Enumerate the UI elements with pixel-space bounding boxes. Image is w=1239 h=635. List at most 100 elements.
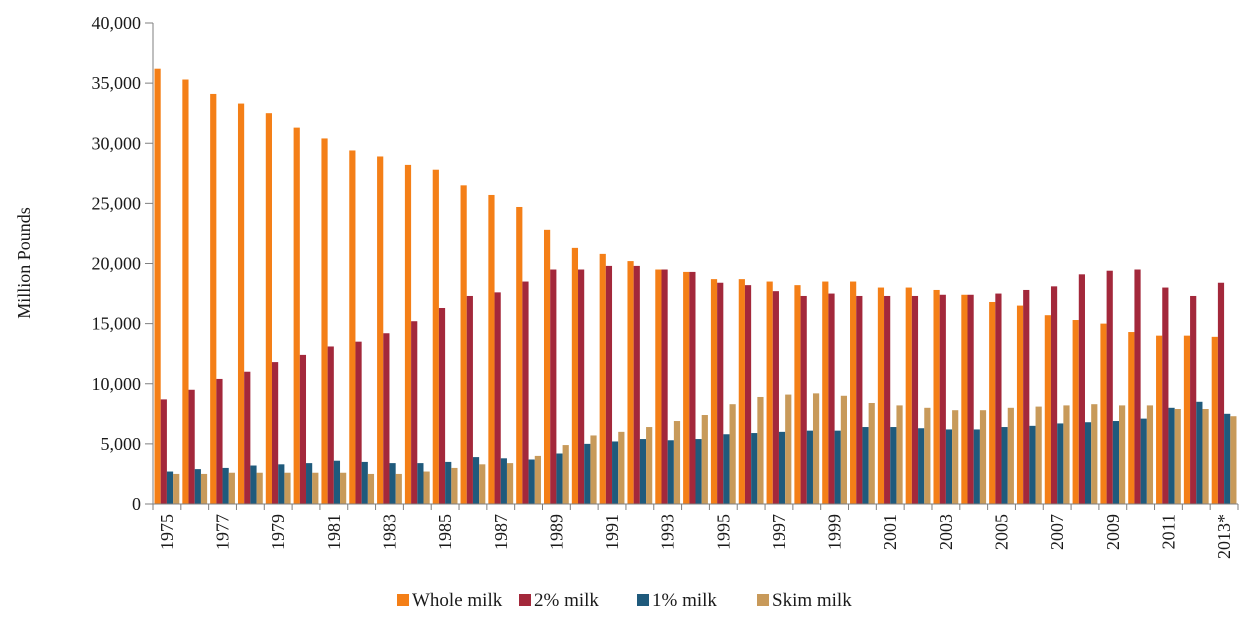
bar xyxy=(661,269,668,504)
bar xyxy=(800,295,807,504)
bar xyxy=(945,429,953,504)
bar xyxy=(967,294,974,504)
bar xyxy=(228,472,235,504)
bar xyxy=(460,185,467,504)
x-tick-label: 2009 xyxy=(1103,514,1123,550)
bar xyxy=(952,410,959,504)
bar xyxy=(451,467,458,504)
bar xyxy=(646,427,653,504)
x-tick-label: 2007 xyxy=(1047,514,1067,550)
x-tick-label: 1983 xyxy=(379,514,399,550)
x-tick-label: 1987 xyxy=(491,514,511,550)
legend-label: 2% milk xyxy=(534,590,599,611)
bar xyxy=(1106,270,1113,504)
x-tick-label: 2005 xyxy=(992,514,1012,550)
bar xyxy=(166,471,174,504)
bar xyxy=(812,393,820,504)
bar xyxy=(250,465,257,504)
bar xyxy=(1001,427,1008,504)
bar xyxy=(627,261,634,504)
bar xyxy=(479,464,486,504)
bar xyxy=(744,285,752,504)
bar xyxy=(828,293,835,504)
bar xyxy=(284,472,291,504)
bar xyxy=(188,389,195,504)
legend-label: Skim milk xyxy=(772,590,852,611)
bar xyxy=(1190,295,1197,504)
bar xyxy=(1023,289,1030,504)
bar xyxy=(1162,287,1169,504)
legend-swatch xyxy=(519,594,531,606)
x-tick-label: 2013* xyxy=(1214,514,1234,559)
bar xyxy=(1007,407,1014,504)
y-tick-label: 0 xyxy=(132,494,141,514)
bar xyxy=(778,431,786,504)
x-tick-label: 2011 xyxy=(1158,514,1178,549)
x-tick-label: 1997 xyxy=(769,514,789,550)
bar xyxy=(1050,286,1058,504)
bar xyxy=(327,346,334,504)
bar xyxy=(840,395,848,504)
bar xyxy=(905,287,912,504)
bar xyxy=(1128,332,1135,504)
bar xyxy=(655,269,662,504)
bar xyxy=(522,281,529,504)
legend-swatch xyxy=(637,594,649,606)
bar xyxy=(355,341,362,504)
bar xyxy=(1174,409,1181,504)
bar xyxy=(200,473,208,504)
x-tick-label: 1975 xyxy=(157,514,177,550)
x-tick-label: 1999 xyxy=(825,514,845,550)
bar xyxy=(1057,423,1064,504)
bar xyxy=(1211,336,1218,504)
x-tick-label: 1989 xyxy=(546,514,566,550)
bar xyxy=(182,79,189,504)
bar xyxy=(340,472,347,504)
bar xyxy=(528,459,535,504)
bar xyxy=(673,421,681,504)
bar xyxy=(216,378,223,504)
bar xyxy=(571,247,579,504)
bar xyxy=(717,282,724,504)
bar xyxy=(500,458,507,504)
bar xyxy=(1196,401,1203,504)
bar xyxy=(321,138,328,504)
bar xyxy=(550,269,557,504)
bar xyxy=(506,463,514,504)
axes xyxy=(152,23,1238,505)
bar xyxy=(794,285,801,504)
y-tick-label: 15,000 xyxy=(92,314,142,334)
bar xyxy=(605,265,613,504)
bar xyxy=(877,287,885,504)
x-tick-label: 1995 xyxy=(713,514,733,550)
legend: Whole milk 2% milk 1% milk Skim milk xyxy=(397,590,852,611)
bar xyxy=(404,164,412,504)
bar xyxy=(1156,335,1163,504)
bar xyxy=(738,279,745,504)
x-tick-label: 1979 xyxy=(268,514,288,550)
bar xyxy=(710,279,718,504)
x-tick-label: 1977 xyxy=(213,514,233,550)
bar xyxy=(612,441,619,504)
bar xyxy=(933,289,940,504)
bar xyxy=(924,407,931,504)
bar xyxy=(194,469,201,504)
bar xyxy=(757,396,764,504)
y-tick-label: 30,000 xyxy=(92,133,142,153)
series-skim-milk xyxy=(173,393,1237,504)
x-tick-label: 1993 xyxy=(658,514,678,550)
bar xyxy=(1168,407,1175,504)
bar xyxy=(237,103,245,504)
bar xyxy=(1044,315,1051,504)
bar xyxy=(868,402,875,504)
bar xyxy=(349,150,356,504)
x-tick-label: 2003 xyxy=(936,514,956,550)
bar xyxy=(367,473,375,504)
x-tick-label: 1981 xyxy=(324,514,344,550)
bar xyxy=(411,321,418,504)
bar xyxy=(918,428,925,504)
bar xyxy=(389,463,396,504)
bar xyxy=(423,471,430,504)
bar xyxy=(683,271,690,504)
bar xyxy=(395,473,402,504)
